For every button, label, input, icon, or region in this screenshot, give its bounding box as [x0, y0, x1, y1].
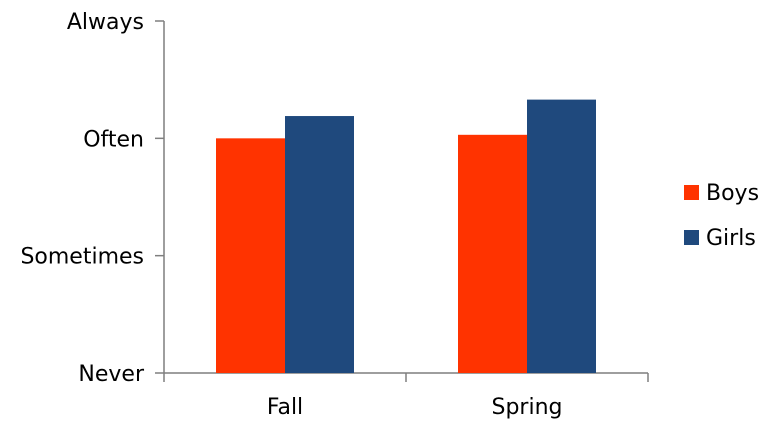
- legend: Boys Girls: [684, 181, 759, 251]
- legend-item-boys: Boys: [684, 181, 759, 206]
- legend-swatch-girls: [684, 230, 699, 245]
- y-axis-labels: Never Sometimes Often Always: [20, 10, 145, 387]
- bars: [216, 99, 596, 373]
- bar-fall-boys: [216, 138, 285, 373]
- legend-label-girls: Girls: [706, 226, 756, 251]
- plot-area: Never Sometimes Often Always Fall Spring: [20, 10, 649, 420]
- y-axis-ticks: [155, 20, 164, 374]
- x-axis-labels: Fall Spring: [267, 395, 563, 420]
- y-tick-label-sometimes: Sometimes: [20, 245, 144, 270]
- x-tick-label-spring: Spring: [492, 395, 563, 420]
- bar-spring-boys: [458, 134, 527, 373]
- bar-fall-girls: [285, 116, 354, 373]
- legend-swatch-boys: [684, 185, 699, 200]
- y-tick-label-never: Never: [78, 362, 145, 387]
- y-tick-label-often: Often: [83, 127, 144, 152]
- bar-spring-girls: [527, 99, 596, 373]
- x-tick-label-fall: Fall: [267, 395, 303, 420]
- x-axis-ticks: [163, 373, 649, 382]
- y-tick-label-always: Always: [67, 10, 144, 35]
- legend-item-girls: Girls: [684, 226, 756, 251]
- legend-label-boys: Boys: [706, 181, 759, 206]
